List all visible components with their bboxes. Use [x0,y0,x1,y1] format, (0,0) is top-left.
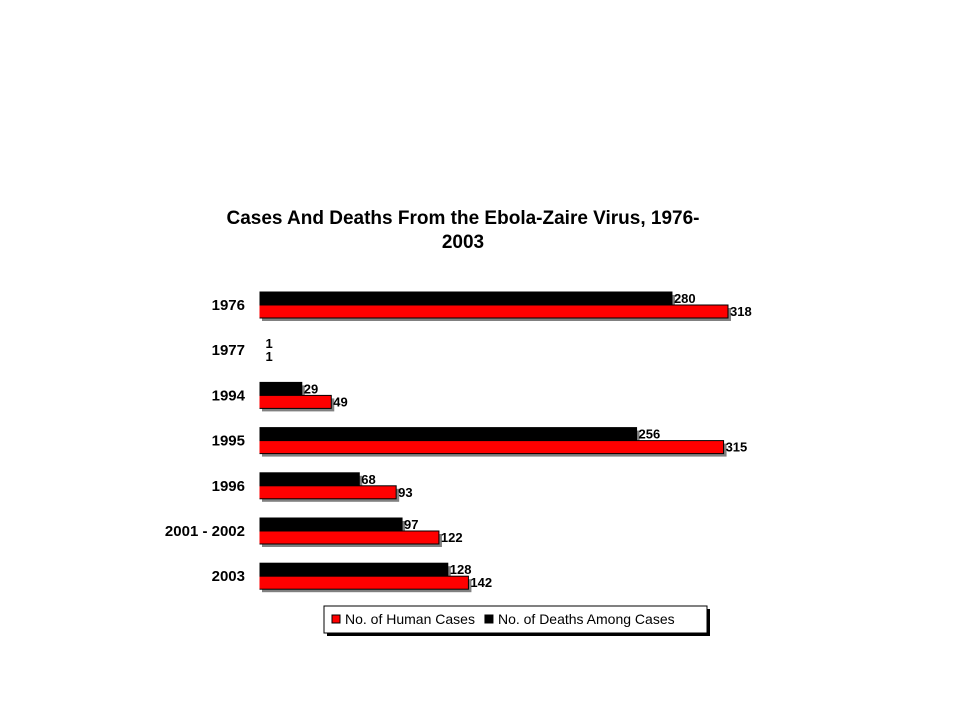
cases-bar [258,304,729,319]
cases-bar [258,575,469,590]
deaths-value-label: 29 [304,381,318,396]
cases-bar [258,530,440,545]
cases-value-label: 93 [398,485,412,500]
deaths-value-label: 256 [639,427,661,442]
deaths-bar [258,472,360,487]
deaths-bar [258,517,403,532]
category-label: 1995 [212,433,245,450]
deaths-bar [258,291,673,306]
legend-label: No. of Human Cases [345,611,475,627]
deaths-bar [258,562,449,577]
cases-bar [258,485,397,500]
category-label: 2001 - 2002 [165,523,245,540]
chart-title-line-2: 2003 [442,232,484,253]
cases-value-label: 49 [333,394,347,409]
deaths-value-label: 68 [361,472,375,487]
deaths-bar [258,381,303,396]
category-label: 1977 [212,342,245,359]
legend-label: No. of Deaths Among Cases [498,611,675,627]
cases-bar [258,394,332,409]
category-label: 1976 [212,297,245,314]
deaths-value-label: 280 [674,291,696,306]
cases-bar [258,440,725,455]
deaths-bar [258,427,638,442]
cases-value-label: 318 [730,304,752,319]
deaths-value-label: 128 [450,562,472,577]
legend: No. of Human Cases No. of Deaths Among Ca… [323,605,710,636]
cases-value-label: 122 [441,530,463,545]
legend-swatch [331,614,341,624]
cases-value-label: 1 [265,349,272,364]
cases-value-label: 315 [726,440,748,455]
category-label: 1996 [212,478,245,495]
deaths-value-label: 97 [404,517,418,532]
deaths-value-label: 1 [265,336,272,351]
category-label: 2003 [212,568,245,585]
category-label: 1994 [212,387,246,404]
legend-swatch [484,614,494,624]
cases-value-label: 142 [470,575,492,590]
bars-layer: 1976 280 318 1977 11 1994 29 49 1995 256 315 1996 68… [165,285,752,593]
legend-box [323,605,708,634]
chart-title-line-1: Cases And Deaths From the Ebola-Zaire Vi… [226,208,699,229]
